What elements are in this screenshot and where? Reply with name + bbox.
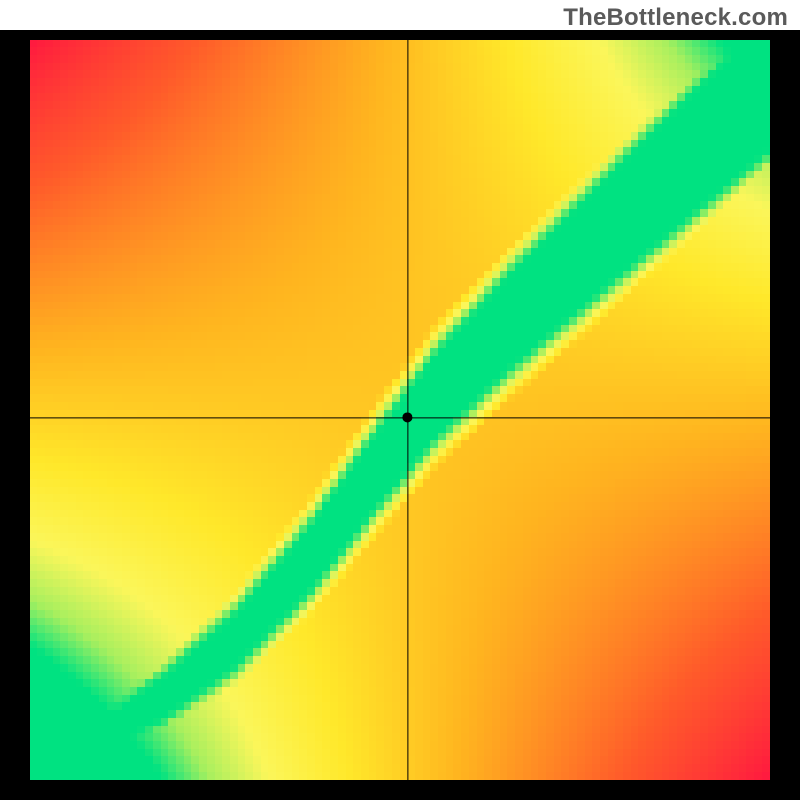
watermark-text: TheBottleneck.com [563, 4, 788, 32]
chart-wrap: TheBottleneck.com [0, 0, 800, 800]
crosshair-overlay [30, 40, 770, 780]
chart-frame [0, 30, 800, 800]
